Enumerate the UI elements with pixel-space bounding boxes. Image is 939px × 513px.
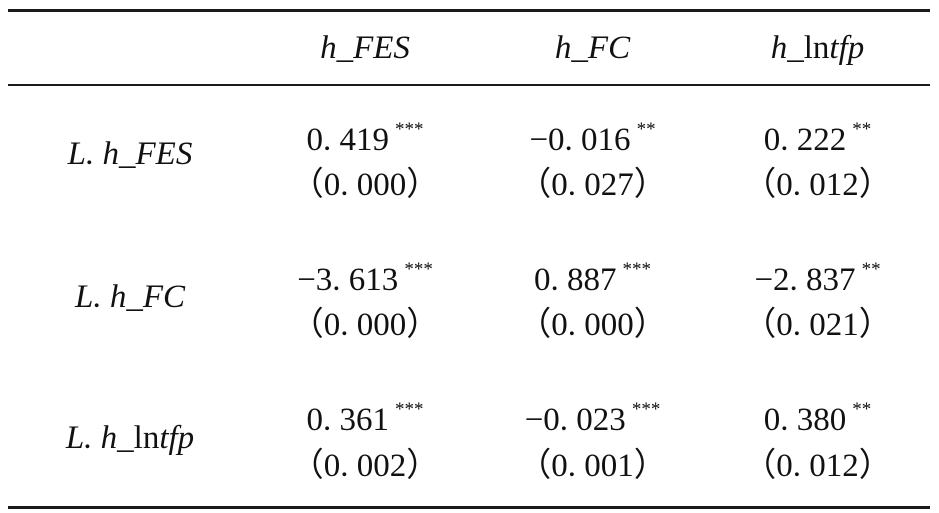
coef-value: 0. 380: [763, 402, 847, 438]
header-text: h_FC: [554, 30, 631, 66]
row-label-text: L. h_FC: [74, 279, 186, 315]
significance-stars: ***: [404, 259, 433, 280]
header-text: tfp: [829, 30, 865, 66]
coef-value: −2. 837: [754, 262, 856, 298]
significance-stars: ***: [395, 119, 424, 140]
p-value: （0. 002）: [290, 448, 440, 484]
column-header-h-lntfp: h_lntfp: [700, 28, 935, 68]
p-value: （0. 012）: [743, 448, 892, 484]
row-label-text: tfp: [159, 420, 195, 456]
top-rule: [8, 9, 930, 12]
coef-value: 0. 419: [306, 122, 390, 158]
coefficient: −3. 613 ***: [250, 250, 480, 300]
significance-stars: **: [852, 119, 872, 140]
coef-value: 0. 222: [763, 122, 847, 158]
column-header-h-fes: h_FES: [250, 28, 480, 68]
significance-stars: **: [852, 399, 872, 420]
header-text: ln: [803, 30, 830, 66]
p-value: （0. 000）: [290, 167, 440, 203]
p-value: （0. 027）: [518, 167, 667, 203]
coefficient: 0. 222 **: [700, 110, 935, 160]
significance-stars: ***: [622, 259, 652, 280]
coefficient: −0. 023 ***: [475, 390, 710, 440]
row-label-text: L. h_FES: [67, 136, 193, 172]
row-label-l-h-fc: L. h_FC: [20, 277, 240, 317]
significance-stars: **: [636, 119, 656, 140]
significance-stars: **: [861, 259, 881, 280]
row-label-l-h-lntfp: L. h_lntfp: [20, 418, 240, 458]
p-value: （0. 000）: [290, 307, 440, 343]
coefficient: −2. 837 **: [700, 250, 935, 300]
bottom-rule: [8, 506, 930, 509]
coef-value: 0. 361: [306, 402, 390, 438]
coef-value: −0. 023: [524, 402, 626, 438]
coefficient: 0. 419 ***: [250, 110, 480, 160]
header-rule: [8, 84, 930, 86]
p-value: （0. 021）: [743, 307, 892, 343]
coef-value: −3. 613: [297, 262, 399, 298]
column-header-h-fc: h_FC: [475, 28, 710, 68]
coef-value: −0. 016: [529, 122, 631, 158]
p-value: （0. 001）: [518, 448, 667, 484]
row-label-l-h-fes: L. h_FES: [20, 134, 240, 174]
coefficient: 0. 380 **: [700, 390, 935, 440]
p-value: （0. 000）: [518, 307, 667, 343]
coef-value: 0. 887: [534, 262, 617, 298]
row-label-text: L. h_: [65, 420, 134, 456]
p-value: （0. 012）: [743, 167, 892, 203]
row-label-text: ln: [133, 420, 160, 456]
header-text: h_: [770, 30, 804, 66]
coefficient: 0. 361 ***: [250, 390, 480, 440]
header-text: h_FES: [320, 30, 410, 66]
significance-stars: ***: [631, 399, 661, 420]
coefficient: 0. 887 ***: [475, 250, 710, 300]
coefficient: −0. 016 **: [475, 110, 710, 160]
significance-stars: ***: [395, 399, 424, 420]
